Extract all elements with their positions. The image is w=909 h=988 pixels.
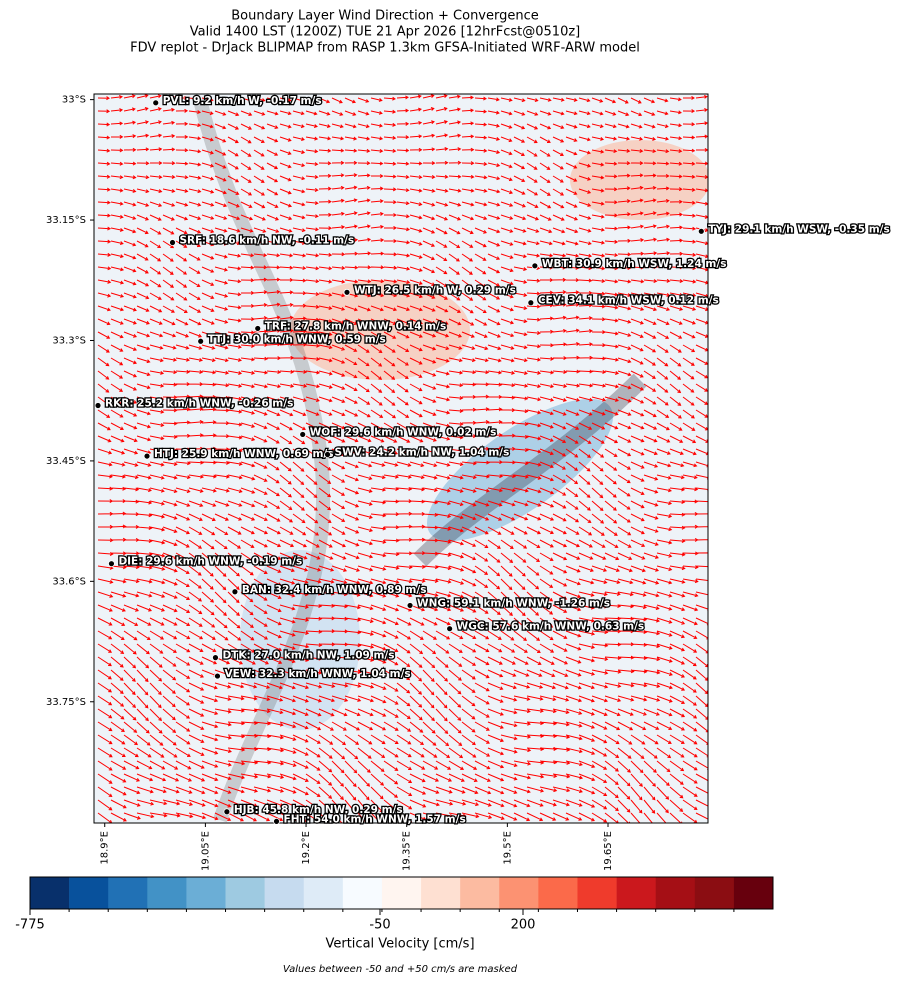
station-label: WTJ: 26.5 km/h W, 0.29 m/s <box>354 284 516 296</box>
footnote: Values between -50 and +50 cm/s are mask… <box>283 964 518 975</box>
colorbar-swatch <box>694 877 735 909</box>
station-label: WBT: 30.9 km/h WSW, 1.24 m/s <box>542 258 727 270</box>
y-tick-label: 33.6°S <box>52 576 86 587</box>
colorbar-swatch <box>655 877 696 909</box>
station-marker <box>108 560 115 568</box>
colorbar-swatch <box>733 877 774 909</box>
station-marker <box>231 588 239 596</box>
station-marker <box>697 227 705 235</box>
x-tick-label: 19.05°E <box>200 831 211 871</box>
station-marker <box>446 625 454 633</box>
x-tick-label: 19.2°E <box>301 831 312 865</box>
colorbar-swatch <box>499 877 539 909</box>
station-label: FHT: 54.0 km/h WNW, 1.57 m/s <box>284 813 466 825</box>
colorbar-swatch <box>69 877 109 909</box>
station-marker <box>527 299 535 307</box>
x-tick-label: 19.5°E <box>502 831 513 865</box>
station-marker <box>299 431 307 438</box>
station-label: PVL: 9.2 km/h W, -0.17 m/s <box>163 95 322 107</box>
colorbar-swatch <box>147 877 187 909</box>
station-label: WNG: 59.1 km/h WNW, -1.26 m/s <box>417 597 610 609</box>
station-label: HJB: 45.8 km/h NW, 0.29 m/s <box>234 804 403 816</box>
station-marker <box>531 262 539 270</box>
colorbar-swatch <box>264 877 305 909</box>
station-label: RKR: 25.2 km/h WNW, -0.26 m/s <box>105 398 293 410</box>
y-tick-label: 33.15°S <box>46 215 86 226</box>
colorbar-swatch <box>460 877 500 909</box>
station-label: WGC: 57.6 km/h WNW, 0.63 m/s <box>457 621 645 633</box>
colorbar-swatch <box>303 877 344 909</box>
station-marker <box>212 654 219 662</box>
colorbar-swatch <box>538 877 578 909</box>
station-label: WOF: 29.6 km/h WNW, 0.02 m/s <box>310 426 497 438</box>
station-label: SRF: 18.6 km/h NW, -0.11 m/s <box>180 235 355 247</box>
colorbar-swatch <box>342 877 383 909</box>
station-marker <box>254 325 262 332</box>
colorbar-tick-label: -50 <box>369 918 390 933</box>
station-label: DTK: 27.0 km/h NW, 1.09 m/s <box>222 650 394 662</box>
y-tick-label: 33°S <box>62 95 86 106</box>
colorbar-frame <box>29 876 774 910</box>
x-tick-label: 19.35°E <box>402 831 413 871</box>
colorbar-swatch <box>225 877 265 909</box>
y-tick-label: 33.75°S <box>46 697 86 708</box>
station-label: CEV: 34.1 km/h WSW, 0.12 m/s <box>538 295 719 307</box>
station-marker <box>152 99 160 107</box>
colorbar-tick-label: -775 <box>15 918 45 933</box>
station-marker <box>223 808 231 816</box>
station-label: VEW: 32.3 km/h WNW, 1.04 m/s <box>224 668 410 680</box>
y-tick-label: 33.45°S <box>46 456 86 467</box>
station-marker <box>324 451 331 458</box>
station-marker <box>214 672 221 680</box>
subtitle: Valid 1400 LST (1200Z) TUE 21 Apr 2026 [… <box>190 25 581 40</box>
x-tick-label: 18.9°E <box>100 831 111 865</box>
station-label: DIE: 29.6 km/h WNW, -0.19 m/s <box>118 556 302 568</box>
title: Boundary Layer Wind Direction + Converge… <box>231 9 539 24</box>
colorbar-label: Vertical Velocity [cm/s] <box>325 937 474 952</box>
station-marker <box>406 602 414 609</box>
x-tick-label: 19.65°E <box>603 831 614 871</box>
station-marker <box>143 452 151 460</box>
station-label: BAN: 32.4 km/h WNW, 0.89 m/s <box>242 584 427 596</box>
station-label: SWV: 24.2 km/h NW, 1.04 m/s <box>335 446 510 458</box>
station-label: TTJ: 30.0 km/h WNW, 0.59 m/s <box>208 333 386 345</box>
station-label: TRF: 27.8 km/h WNW, 0.14 m/s <box>265 320 446 332</box>
wind-vectors <box>97 94 708 823</box>
colorbar-swatch <box>421 877 461 909</box>
station-marker <box>343 288 351 296</box>
station-label: TYJ: 29.1 km/h WSW, -0.35 m/s <box>708 223 889 235</box>
map-frame <box>93 93 709 824</box>
station-marker <box>94 402 102 409</box>
colorbar-tick-label: 200 <box>511 918 536 933</box>
colorbar-swatch <box>108 877 148 909</box>
colorbar-swatch <box>577 877 617 909</box>
station-label: HTJ: 25.9 km/h WNW, 0.69 m/s <box>154 448 334 460</box>
colorbar-swatch <box>30 877 70 909</box>
colorbar-swatch <box>381 877 422 909</box>
station-marker <box>197 337 205 345</box>
station-marker <box>273 817 280 825</box>
colorbar-swatch <box>616 877 656 909</box>
station-marker <box>169 239 176 246</box>
y-tick-label: 33.3°S <box>52 335 86 346</box>
colorbar-swatch <box>186 877 226 909</box>
subtitle: FDV replot - DrJack BLIPMAP from RASP 1.… <box>130 41 640 56</box>
